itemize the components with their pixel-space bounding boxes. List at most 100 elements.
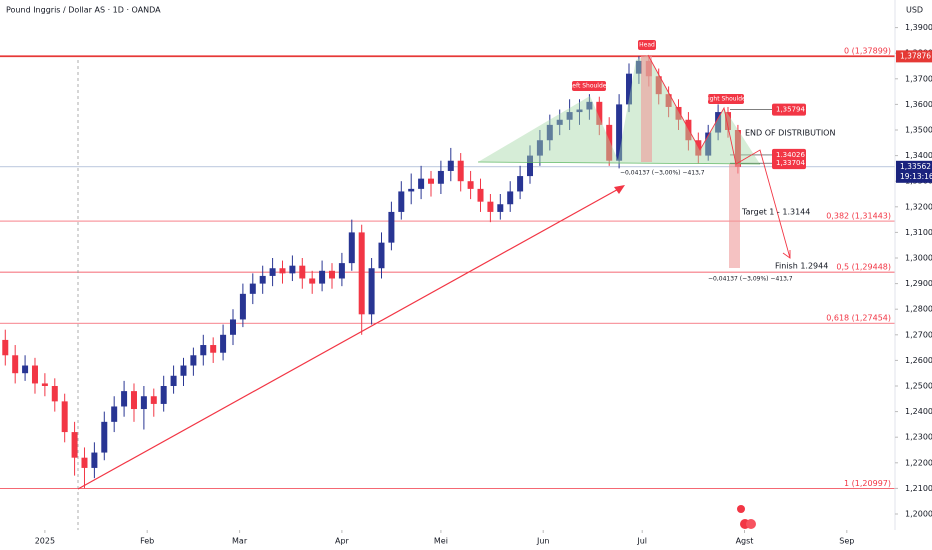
candle-body	[249, 283, 256, 294]
candle-body	[527, 155, 534, 177]
annotation-box	[572, 81, 606, 91]
y-tick-label: 1,22000	[905, 458, 932, 467]
candle-body	[229, 319, 236, 335]
x-tick-label: 2025	[35, 537, 55, 546]
candle-body	[616, 104, 623, 161]
candle-body	[200, 345, 207, 356]
candle-body	[309, 278, 316, 284]
price-box-label: 1,35794	[776, 106, 805, 114]
annotation-box	[708, 94, 744, 104]
candle-body	[299, 265, 306, 279]
candle-body	[180, 365, 187, 376]
projection	[647, 54, 791, 259]
candle-body	[31, 365, 38, 384]
candle-body	[675, 106, 682, 120]
countdown: 19:13:16	[900, 172, 932, 181]
x-tick-label: Jul	[636, 537, 647, 546]
candle-body	[715, 112, 722, 133]
candle-body	[130, 391, 137, 410]
event-icon	[746, 519, 756, 529]
candle-body	[546, 124, 553, 141]
candle-body	[140, 396, 147, 410]
price-box-label: 1,34026	[776, 151, 805, 159]
annotation: Left Shoulder	[569, 83, 609, 90]
candle-body	[319, 270, 326, 284]
y-tick-label: 1,30000	[905, 253, 932, 262]
candle-body	[190, 355, 197, 366]
candle-body	[51, 385, 58, 402]
candle-body	[170, 375, 177, 386]
candle-body	[368, 268, 375, 315]
candle-body	[586, 101, 593, 110]
candle-body	[566, 112, 573, 120]
x-tick-label: Apr	[335, 537, 350, 546]
pattern-area	[478, 55, 760, 164]
candle-body	[517, 176, 524, 192]
candle-body	[71, 432, 78, 458]
candle-body	[348, 232, 355, 264]
y-tick-label: 1,35000	[905, 125, 932, 134]
candle-body	[467, 181, 474, 189]
candle-body	[160, 385, 167, 404]
plot	[0, 55, 895, 489]
annotation: Right Shoulder	[704, 96, 749, 103]
neckline	[477, 161, 761, 165]
candle-body	[507, 191, 514, 205]
candle-body	[398, 191, 405, 212]
fib-label: 0,382 (1,31443)	[826, 212, 891, 221]
candle-body	[279, 268, 286, 274]
currency: USD	[906, 6, 923, 15]
candle-body	[655, 76, 662, 95]
candle-body	[2, 339, 9, 356]
candle-body	[101, 421, 108, 453]
annotation: −0,04137 (−3,09%) −413,7	[708, 276, 793, 283]
trendline	[77, 186, 623, 490]
price-tag-label: 1,37876	[900, 51, 931, 60]
candle-body	[665, 94, 672, 107]
candle-body	[606, 124, 613, 161]
candle-body	[22, 365, 29, 374]
fib-label: 0,618 (1,27454)	[826, 314, 891, 323]
price-tag	[896, 160, 932, 183]
candle-body	[457, 160, 464, 182]
annotation: Head	[639, 42, 655, 49]
y-tick-label: 1,21000	[905, 484, 932, 493]
candle-body	[725, 112, 732, 130]
candle-body	[220, 334, 227, 353]
candle-body	[150, 396, 157, 404]
candle-body	[121, 391, 128, 407]
candle-body	[487, 201, 494, 212]
candle-body	[705, 132, 712, 156]
x-tick-label: Sep	[839, 537, 854, 546]
arrow-head	[614, 185, 625, 194]
price-box-label: 1,33704	[776, 159, 805, 167]
annotation: Target 1 - 1.3144	[741, 208, 810, 217]
annotation: END OF DISTRIBUTION	[745, 129, 835, 138]
candle-body	[378, 242, 385, 269]
fib-label: 0,5 (1,29448)	[836, 263, 891, 272]
event-icon	[737, 505, 745, 513]
candle-body	[289, 265, 296, 274]
x-tick-label: Jun	[536, 537, 550, 546]
candle-body	[427, 178, 434, 184]
y-tick-label: 1,28000	[905, 305, 932, 314]
candle-body	[596, 101, 603, 125]
candle-body	[635, 60, 642, 74]
candle-body	[269, 268, 276, 276]
x-tick-label: Feb	[140, 537, 154, 546]
candle-body	[81, 457, 88, 468]
candle-body	[497, 204, 504, 212]
candle-body	[685, 119, 692, 141]
candle-body	[447, 160, 454, 171]
y-tick-label: 1,27000	[905, 330, 932, 339]
candle-body	[576, 109, 583, 113]
candle-body	[338, 263, 345, 279]
candle-body	[408, 188, 415, 192]
y-tick-label: 1,24000	[905, 407, 932, 416]
y-tick-label: 1,32000	[905, 202, 932, 211]
annotation-box	[638, 40, 656, 50]
candle-body	[61, 401, 68, 433]
